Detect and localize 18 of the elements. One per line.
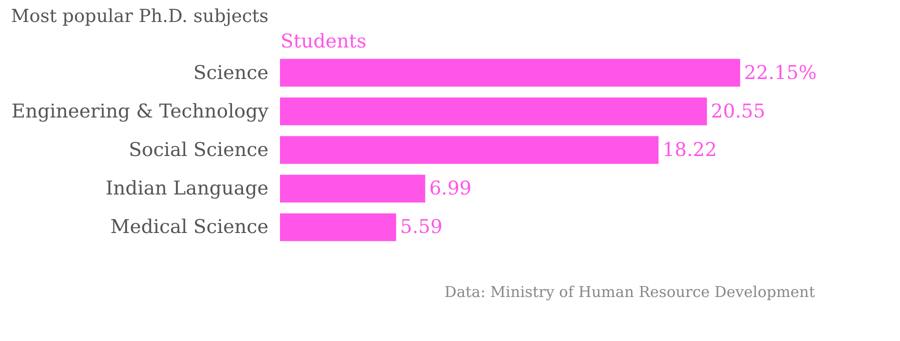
y-tick-label: Science <box>193 62 268 84</box>
text: Data: Ministry of Human Resource Development <box>444 283 815 301</box>
y-tick-label: Indian Language <box>106 178 268 200</box>
bar <box>280 97 707 126</box>
y-tick-label: Engineering & Technology <box>11 100 269 122</box>
bar <box>280 58 740 87</box>
series-label: Students <box>280 30 366 52</box>
bar <box>280 213 396 242</box>
data-label: 18.22 <box>662 139 717 161</box>
y-tick-label: Social Science <box>128 139 268 161</box>
data-label: 5.59 <box>400 216 442 238</box>
bar <box>280 136 659 164</box>
data-label: 6.99 <box>429 178 472 200</box>
bar <box>280 174 426 203</box>
data-label: 20.55 <box>710 100 766 122</box>
chart-title: Most popular Ph.D. subjects <box>10 6 269 27</box>
y-tick-label: Medical Science <box>110 216 268 238</box>
data-label: 22.15% <box>744 62 817 84</box>
